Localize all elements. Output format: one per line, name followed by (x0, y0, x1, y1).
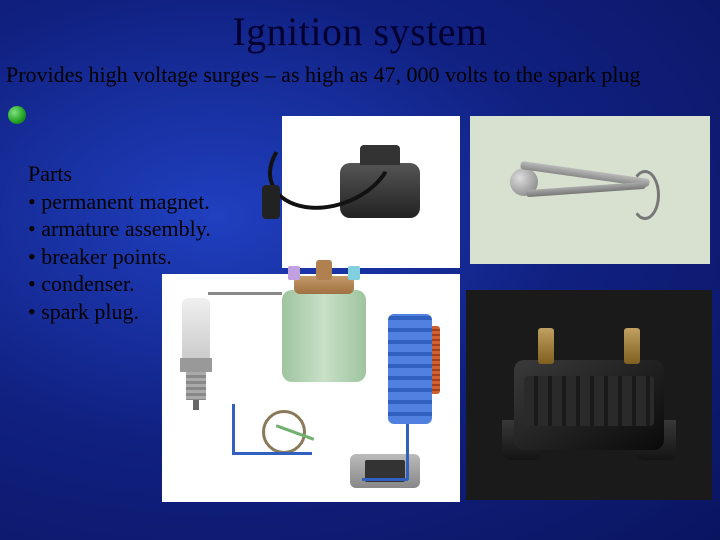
parts-item: • armature assembly. (28, 215, 211, 243)
parts-item: • permanent magnet. (28, 188, 211, 216)
spark-plug-icon (182, 298, 210, 408)
parts-heading: Parts (28, 160, 211, 188)
image-ignition-schematic (162, 274, 460, 502)
slide-title: Ignition system (0, 8, 720, 55)
parts-item: • breaker points. (28, 243, 211, 271)
condenser-icon (350, 454, 420, 488)
image-ignition-coil (282, 116, 460, 268)
image-magneto-module (466, 290, 712, 500)
image-breaker-points (470, 116, 710, 264)
slide-bullet-icon (8, 106, 26, 124)
points-cam-icon (262, 410, 306, 454)
primary-coil-icon (388, 314, 432, 424)
coil-can-icon (282, 290, 366, 398)
slide-subtitle: Provides high voltage surges – as high a… (6, 62, 641, 88)
